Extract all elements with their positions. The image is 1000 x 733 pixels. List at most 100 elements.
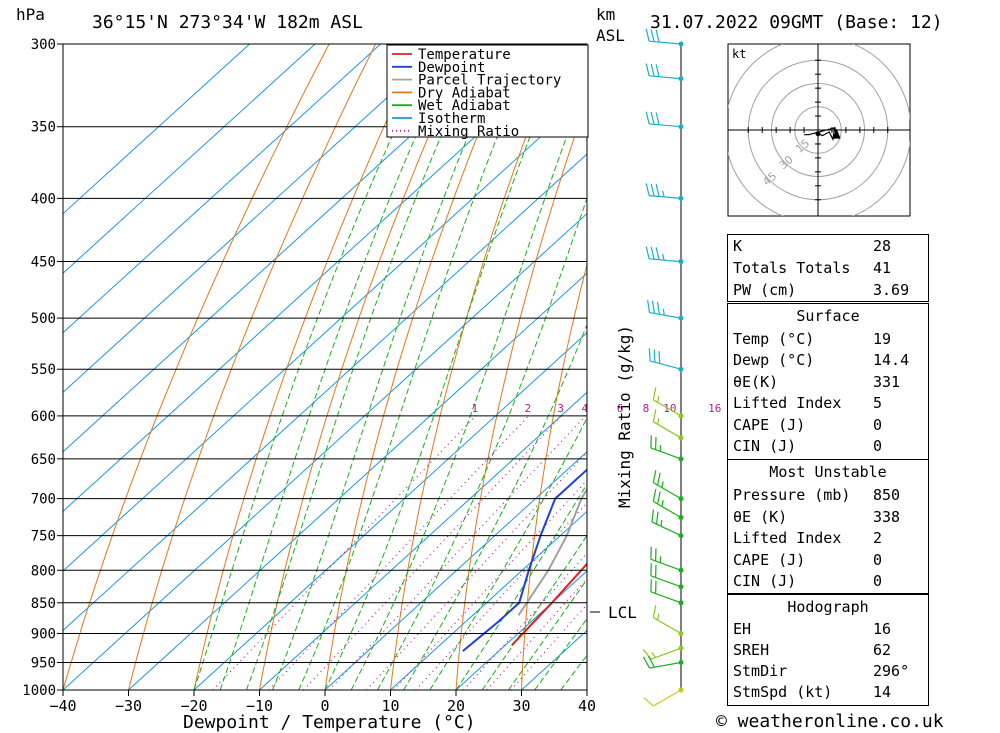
mixing-ratio-line — [365, 451, 587, 690]
pressure-tick-label: 950 — [31, 655, 56, 671]
wind-barb — [652, 488, 682, 519]
wind-barb — [652, 409, 682, 439]
temperature-tick-label: −10 — [246, 697, 273, 715]
index-value: 0 — [873, 551, 883, 569]
legend-label: Dry Adiabat — [418, 85, 511, 101]
index-row: PW (cm) 3.69 — [728, 279, 928, 300]
pressure-tick-label: 400 — [31, 191, 56, 207]
isotherm-line — [128, 272, 587, 690]
mixing-ratio-label: 4 — [581, 402, 588, 415]
mixing-ratio-label: 3 — [557, 402, 564, 415]
pressure-tick-label: 650 — [31, 452, 56, 468]
legend-label: Dewpoint — [418, 60, 485, 76]
height-unit-label: km — [596, 5, 615, 24]
pressure-tick-label: 800 — [31, 563, 56, 579]
index-label: θE(K) — [733, 373, 779, 391]
isotherm-line — [63, 212, 587, 690]
mixing-ratio-label: 6 — [617, 402, 624, 415]
index-value: 62 — [873, 641, 892, 659]
index-label: CAPE (J) — [733, 551, 806, 569]
index-value: 16 — [873, 620, 892, 638]
wind-dot — [678, 533, 684, 539]
index-value: 0 — [873, 416, 883, 434]
index-label: Lifted Index — [733, 529, 842, 547]
isotherm-line — [390, 510, 587, 690]
mixing-ratio-label: 8 — [643, 402, 650, 415]
index-label: Totals Totals — [733, 259, 851, 277]
index-label: Temp (°C) — [733, 330, 815, 348]
temperature-line — [511, 562, 587, 646]
pressure-tick-label: 500 — [31, 311, 56, 327]
wind-dot — [678, 76, 684, 82]
index-value: 2 — [873, 529, 883, 547]
indices-mu-box: Most Unstable Pressure (mb) 850 θE (K) 338… — [727, 459, 929, 594]
mixing-ratio-line — [268, 415, 529, 690]
wind-barb — [645, 28, 682, 45]
index-value: 296° — [873, 662, 910, 680]
indices-hodograph-box: Hodograph EH 16 SREH 62 StmDir 296° StmSpd … — [727, 594, 929, 706]
pressure-tick-label: 1000 — [22, 683, 56, 699]
wind-dot — [678, 496, 684, 502]
credit-link[interactable]: © weatheronline.co.uk — [716, 711, 944, 732]
index-row: Pressure (mb) 850 — [728, 484, 928, 505]
wind-barb — [647, 299, 682, 319]
wind-barb — [645, 183, 682, 199]
index-label: CIN (J) — [733, 572, 797, 590]
wet-adiabat-line — [376, 196, 587, 690]
dry-adiabat-line — [586, 658, 587, 690]
wet-adiabat-line — [272, 44, 508, 690]
dry-adiabat-line — [521, 262, 587, 690]
index-label: K — [733, 237, 743, 255]
index-row: CAPE (J) 0 — [728, 549, 928, 570]
wind-dot — [678, 645, 684, 651]
wind-barb — [645, 111, 682, 128]
wet-adiabat-line — [534, 617, 587, 690]
index-label: Pressure (mb) — [733, 486, 851, 504]
index-row: Dewp (°C) 14.4 — [728, 349, 928, 370]
mixing-ratio-line — [328, 415, 586, 690]
isotherm-line — [63, 44, 447, 393]
wind-barb — [645, 246, 682, 263]
wind-dot — [678, 124, 684, 130]
index-row: Lifted Index 2 — [728, 527, 928, 548]
isotherm-line — [324, 451, 587, 690]
index-row: CIN (J) 0 — [728, 570, 928, 591]
wet-adiabat-line — [507, 578, 587, 690]
pressure-tick-label: 700 — [31, 492, 56, 508]
legend-label: Mixing Ratio — [418, 124, 519, 140]
hodograph-unit-label: kt — [732, 47, 746, 61]
wind-barb — [651, 509, 682, 537]
index-value: 14 — [873, 683, 892, 701]
legend-label: Parcel Trajectory — [418, 73, 561, 89]
wind-barb — [650, 546, 682, 571]
mixing-ratio-axis-title: Mixing Ratio (g/kg) — [615, 325, 634, 508]
index-label: θE (K) — [733, 508, 788, 526]
index-row: Lifted Index 5 — [728, 392, 928, 413]
mixing-ratio-line — [415, 502, 587, 690]
isotherm-line — [455, 570, 587, 690]
index-row: StmDir 296° — [728, 660, 928, 681]
index-row: EH 16 — [728, 618, 928, 639]
datetime-label: 31.07.2022 09GMT (Base: 12) — [650, 12, 943, 33]
mu-title: Most Unstable — [769, 463, 887, 481]
index-value: 5 — [873, 394, 883, 412]
mixing-ratio-label: 1 — [471, 402, 478, 415]
dry-adiabat-line — [63, 44, 330, 690]
surface-title: Surface — [796, 307, 860, 325]
wind-dot — [678, 413, 684, 419]
index-label: SREH — [733, 641, 770, 659]
pressure-tick-label: 900 — [31, 626, 56, 642]
wet-adiabat-line — [350, 80, 587, 690]
wind-barb — [650, 563, 682, 588]
hodograph-title: Hodograph — [787, 598, 869, 616]
legend-label: Temperature — [418, 47, 511, 63]
temperature-tick-label: 10 — [381, 697, 399, 715]
pressure-tick-label: 550 — [31, 362, 56, 378]
indices-surface-box: Surface Temp (°C) 19 Dewp (°C) 14.4 θE(K) 3… — [727, 303, 929, 460]
wind-barb — [642, 655, 682, 669]
index-row: SREH 62 — [728, 639, 928, 660]
index-value: 0 — [873, 572, 883, 590]
index-value: 331 — [873, 373, 901, 391]
index-label: CAPE (J) — [733, 416, 806, 434]
index-row: K 28 — [728, 235, 928, 256]
